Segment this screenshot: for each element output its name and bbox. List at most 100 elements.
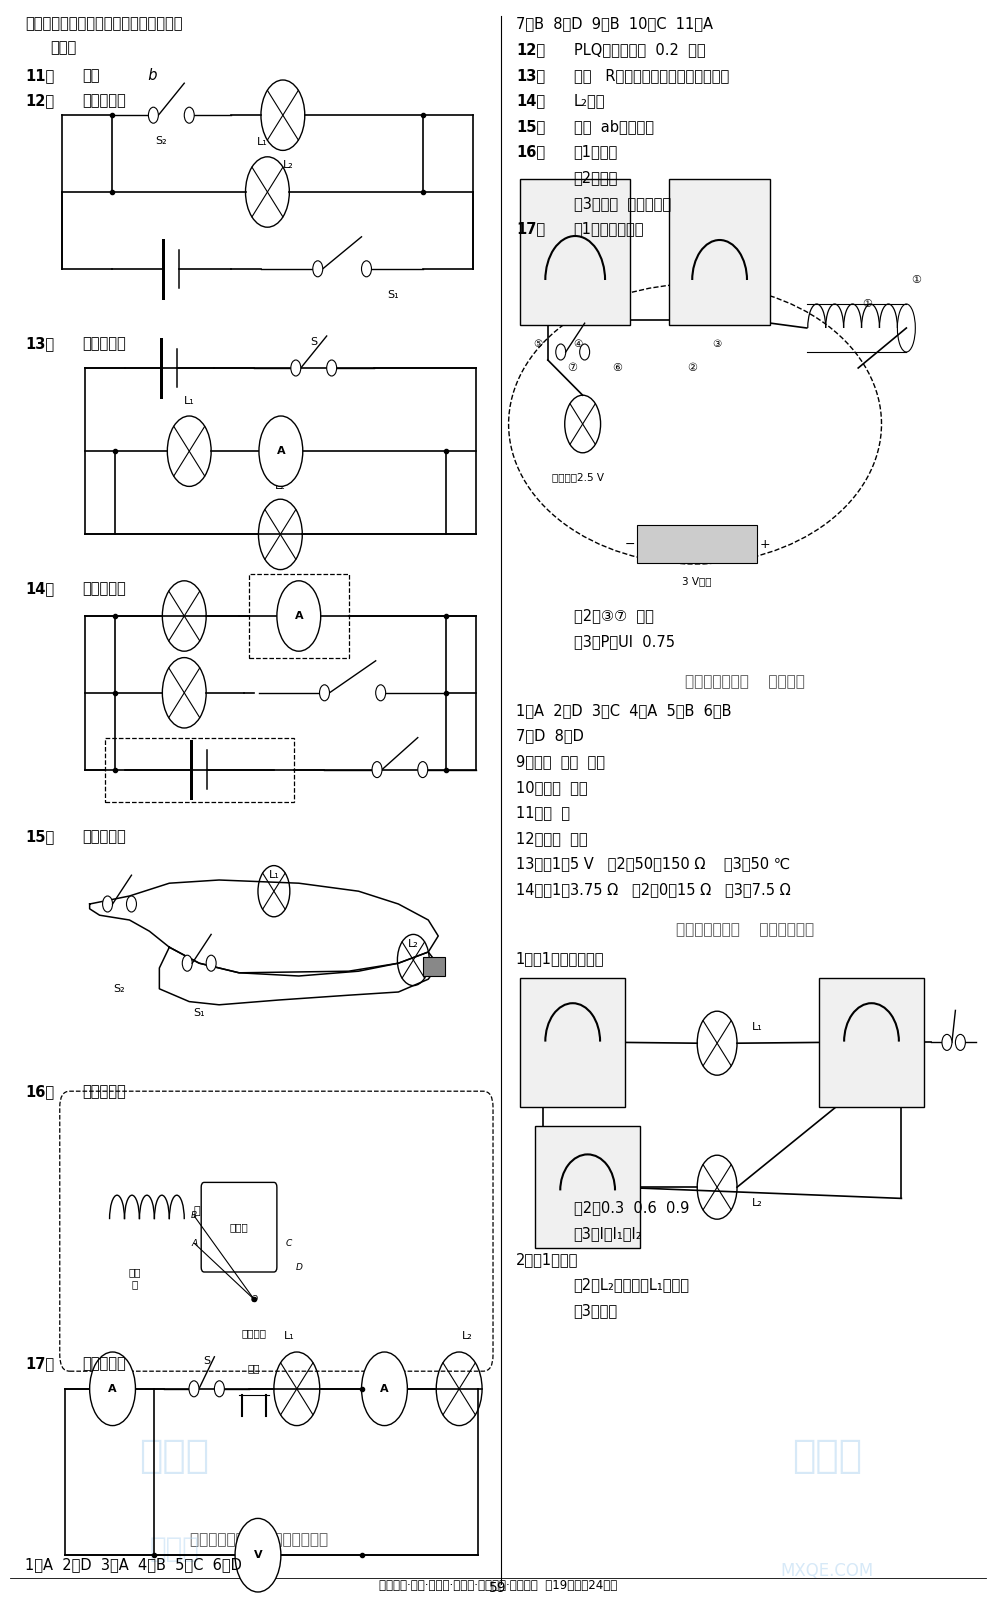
Text: 家庭作业·物理·九年级·全一册·配沪科版·参考答案  第19页（共24页）: 家庭作业·物理·九年级·全一册·配沪科版·参考答案 第19页（共24页） (378, 1579, 618, 1592)
Text: 13．: 13． (516, 67, 545, 83)
Text: 7．B  8．D  9．B  10．C  11．A: 7．B 8．D 9．B 10．C 11．A (516, 16, 713, 32)
Text: A₁: A₁ (865, 1074, 878, 1083)
Text: 12．: 12． (25, 93, 54, 109)
Text: ⑦: ⑦ (568, 363, 578, 373)
Text: 专题训练（五）    电学实验探究: 专题训练（五） 电学实验探究 (676, 922, 814, 938)
Circle shape (327, 360, 337, 376)
Text: （3）I＝I₁＋I₂: （3）I＝I₁＋I₂ (574, 1226, 642, 1242)
Text: S: S (203, 1357, 210, 1366)
Text: 59: 59 (489, 1581, 507, 1595)
Text: L₁: L₁ (752, 1022, 763, 1032)
Text: 14．: 14． (516, 93, 545, 109)
Circle shape (189, 1381, 199, 1397)
Text: 灯泡仍然会发光（压缩机和灯泡工作互不: 灯泡仍然会发光（压缩机和灯泡工作互不 (25, 16, 182, 32)
Circle shape (362, 1352, 407, 1426)
Circle shape (148, 107, 158, 123)
Text: A: A (109, 1384, 117, 1394)
Text: 14．（1）3.75 Ω   （2）0～15 Ω   （3）7.5 Ω: 14．（1）3.75 Ω （2）0～15 Ω （3）7.5 Ω (516, 882, 791, 898)
Text: 17．: 17． (516, 221, 545, 237)
Text: 如图所示。: 如图所示。 (83, 829, 126, 845)
Circle shape (206, 955, 216, 971)
Text: L₂: L₂ (283, 160, 293, 170)
Text: （2）不能: （2）不能 (574, 170, 619, 186)
Text: L₁: L₁ (257, 138, 268, 147)
Circle shape (103, 896, 113, 912)
Text: （2）L₂断路（或L₁短路）: （2）L₂断路（或L₁短路） (574, 1277, 689, 1293)
Text: 选择开关: 选择开关 (241, 1328, 267, 1338)
Text: L₂断路: L₂断路 (574, 93, 606, 109)
Text: L₂: L₂ (462, 1331, 472, 1341)
Text: L₁: L₁ (184, 397, 194, 406)
Text: 变小   R的滑片与电阻丝之间接触不良: 变小 R的滑片与电阻丝之间接触不良 (574, 67, 729, 83)
Text: L₂: L₂ (275, 482, 286, 491)
Text: b: b (139, 67, 158, 83)
Text: 如图所示。: 如图所示。 (83, 1083, 126, 1099)
FancyBboxPatch shape (669, 179, 770, 325)
Text: 如图所示。: 如图所示。 (83, 1355, 126, 1371)
Text: 答案圈: 答案圈 (792, 1437, 862, 1475)
Text: L₂: L₂ (408, 939, 418, 949)
Circle shape (214, 1381, 224, 1397)
Text: 火线  ab之间断路: 火线 ab之间断路 (574, 118, 653, 134)
Text: L₁: L₁ (284, 1331, 294, 1341)
Text: A: A (277, 446, 285, 456)
Circle shape (313, 261, 323, 277)
Text: 如图所示。: 如图所示。 (83, 93, 126, 109)
Circle shape (320, 685, 330, 701)
Text: 1．A  2．D  3．A  4．B  5．C  6．D: 1．A 2．D 3．A 4．B 5．C 6．D (25, 1557, 242, 1573)
Text: 15．: 15． (516, 118, 545, 134)
Text: ②: ② (687, 363, 697, 373)
Text: ⑤: ⑤ (533, 339, 543, 349)
Text: 电热
丝: 电热 丝 (128, 1267, 140, 1290)
Circle shape (373, 762, 382, 778)
Text: （1）开路: （1）开路 (574, 144, 618, 160)
Text: 16．: 16． (25, 1083, 54, 1099)
Text: A: A (191, 1238, 197, 1248)
Text: −: − (624, 538, 634, 550)
FancyBboxPatch shape (637, 525, 757, 563)
Circle shape (90, 1352, 135, 1426)
Text: 0: 0 (573, 299, 578, 309)
Circle shape (259, 416, 303, 486)
Text: S₂: S₂ (155, 136, 167, 146)
Text: 1．（1）如图所示。: 1．（1）如图所示。 (516, 950, 605, 966)
Text: ⑥: ⑥ (613, 363, 622, 373)
Circle shape (375, 685, 385, 701)
Text: 专题训练（三）    电路故障分析: 专题训练（三） 电路故障分析 (190, 1531, 328, 1547)
Text: 15．: 15． (25, 829, 54, 845)
Text: （2）0.3  0.6  0.9: （2）0.3 0.6 0.9 (574, 1200, 689, 1216)
Circle shape (417, 762, 427, 778)
Text: S: S (310, 338, 318, 347)
Text: A: A (295, 611, 303, 621)
Text: 2．（1）调零: 2．（1）调零 (516, 1251, 579, 1267)
FancyBboxPatch shape (819, 978, 924, 1107)
Circle shape (955, 1035, 965, 1051)
Text: 短路: 短路 (83, 67, 101, 83)
Text: V: V (254, 1550, 262, 1560)
Text: 插头: 插头 (248, 1363, 260, 1373)
Text: 11．: 11． (25, 67, 54, 83)
Text: PLQ间某处断路  0.2  变暗: PLQ间某处断路 0.2 变暗 (574, 42, 705, 58)
Text: S₁: S₁ (193, 1008, 205, 1018)
Text: L₁: L₁ (269, 870, 279, 880)
Text: +: + (760, 538, 770, 550)
Text: A: A (716, 302, 723, 312)
Text: B: B (191, 1211, 197, 1221)
Text: （3）P＝UI  0.75: （3）P＝UI 0.75 (574, 634, 674, 650)
Text: （1）如图所示。: （1）如图所示。 (574, 221, 644, 237)
Text: 10．减小  增大: 10．减小 增大 (516, 779, 588, 795)
Text: 电动机: 电动机 (230, 1222, 248, 1232)
Text: 作业帮: 作业帮 (139, 1437, 209, 1475)
Text: ③: ③ (712, 339, 722, 349)
Text: L₂: L₂ (752, 1198, 763, 1208)
Text: （3）断开  小灯泡短路: （3）断开 小灯泡短路 (574, 195, 671, 211)
Text: ①: ① (911, 275, 921, 285)
Text: （2）③⑦  开路: （2）③⑦ 开路 (574, 608, 653, 624)
Text: C: C (286, 1238, 292, 1248)
Text: 14．: 14． (25, 581, 54, 597)
Text: S₁: S₁ (387, 290, 399, 299)
Text: S₂: S₂ (114, 984, 125, 994)
Text: A₁: A₁ (566, 1074, 580, 1083)
Text: 13．: 13． (25, 336, 54, 352)
Text: D: D (296, 1262, 302, 1272)
